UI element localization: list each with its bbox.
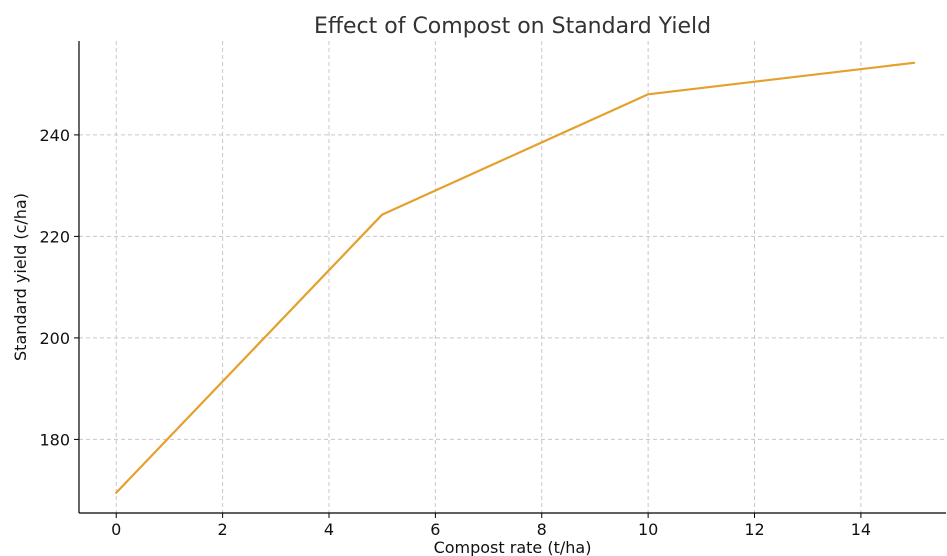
x-tick-label-4: 8 [537, 520, 547, 539]
x-tick-label-1: 2 [218, 520, 228, 539]
y-tick-label-0: 180 [39, 430, 70, 449]
x-tick-label-3: 6 [430, 520, 440, 539]
x-tick-label-2: 4 [324, 520, 334, 539]
y-tick-label-2: 220 [39, 227, 70, 246]
y-tick-label-3: 240 [39, 126, 70, 145]
x-axis-label: Compost rate (t/ha) [434, 538, 592, 556]
y-tick-label-1: 200 [39, 329, 70, 348]
series-line-0 [115, 61, 916, 494]
x-tick-label-6: 12 [744, 520, 764, 539]
x-tick-label-5: 10 [638, 520, 658, 539]
labels: Effect of Compost on Standard Yield Comp… [11, 14, 711, 556]
grid [79, 41, 946, 513]
x-tick-label-7: 14 [851, 520, 871, 539]
series [115, 61, 916, 494]
y-axis-label: Standard yield (c/ha) [11, 193, 30, 361]
x-tick-label-0: 0 [111, 520, 121, 539]
chart-title: Effect of Compost on Standard Yield [314, 14, 711, 39]
axes: 0 2 4 6 8 10 12 14 180 200 220 240 [39, 41, 946, 539]
